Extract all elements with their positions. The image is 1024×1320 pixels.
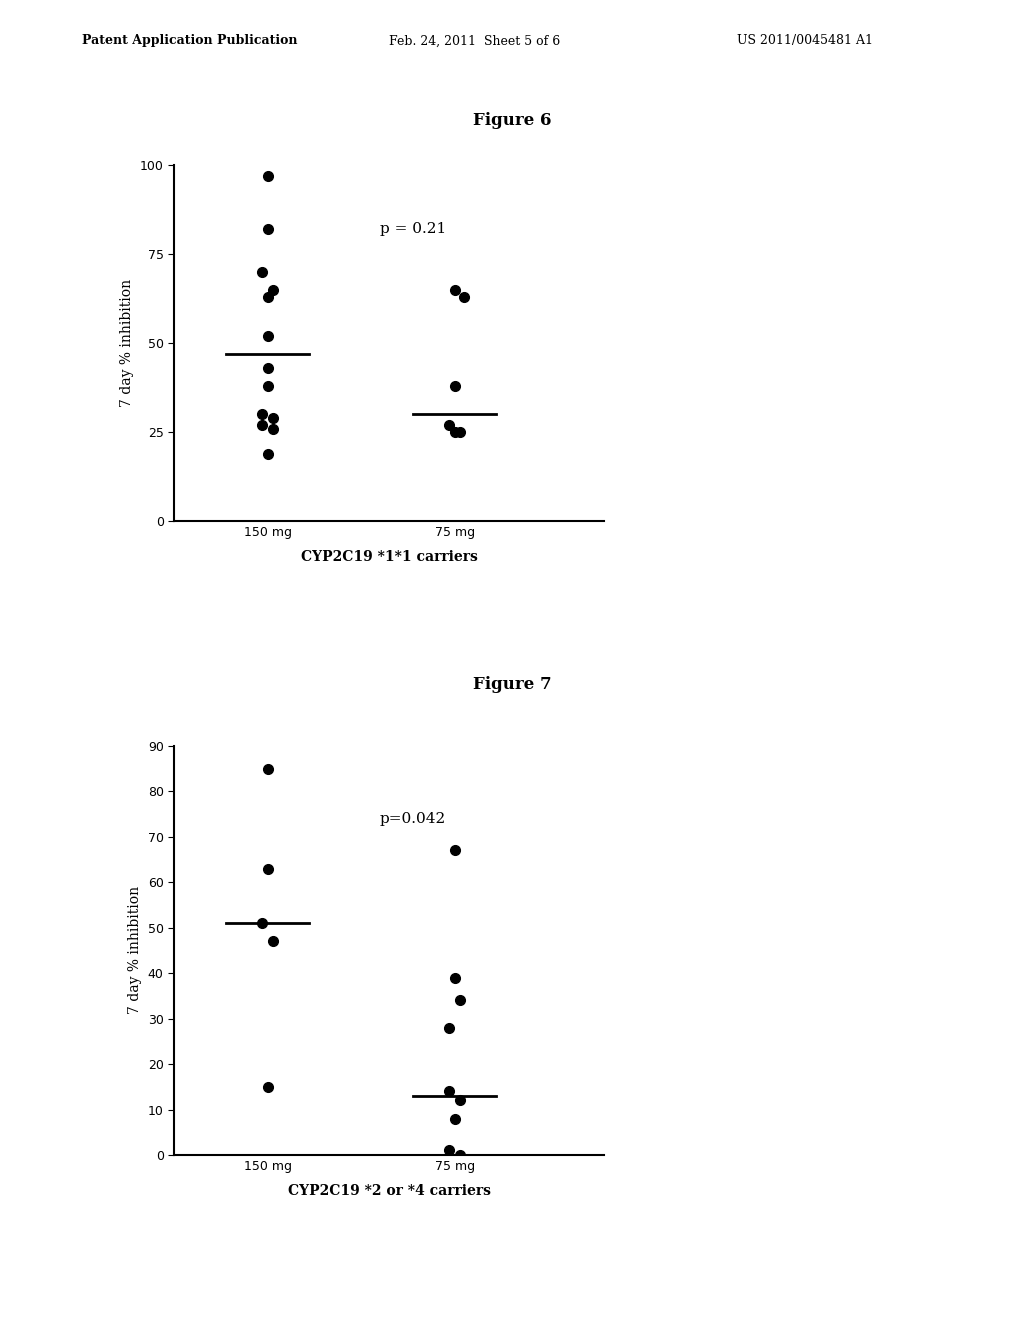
Text: Patent Application Publication: Patent Application Publication — [82, 34, 297, 48]
X-axis label: CYP2C19 *1*1 carriers: CYP2C19 *1*1 carriers — [301, 550, 477, 565]
Text: Feb. 24, 2011  Sheet 5 of 6: Feb. 24, 2011 Sheet 5 of 6 — [389, 34, 560, 48]
Text: Figure 6: Figure 6 — [473, 112, 551, 129]
X-axis label: CYP2C19 *2 or *4 carriers: CYP2C19 *2 or *4 carriers — [288, 1184, 490, 1199]
Text: p = 0.21: p = 0.21 — [380, 222, 446, 236]
Y-axis label: 7 day % inhibition: 7 day % inhibition — [120, 279, 134, 408]
Text: US 2011/0045481 A1: US 2011/0045481 A1 — [737, 34, 873, 48]
Y-axis label: 7 day % inhibition: 7 day % inhibition — [128, 886, 142, 1015]
Text: Figure 7: Figure 7 — [473, 676, 551, 693]
Text: p=0.042: p=0.042 — [380, 812, 446, 825]
